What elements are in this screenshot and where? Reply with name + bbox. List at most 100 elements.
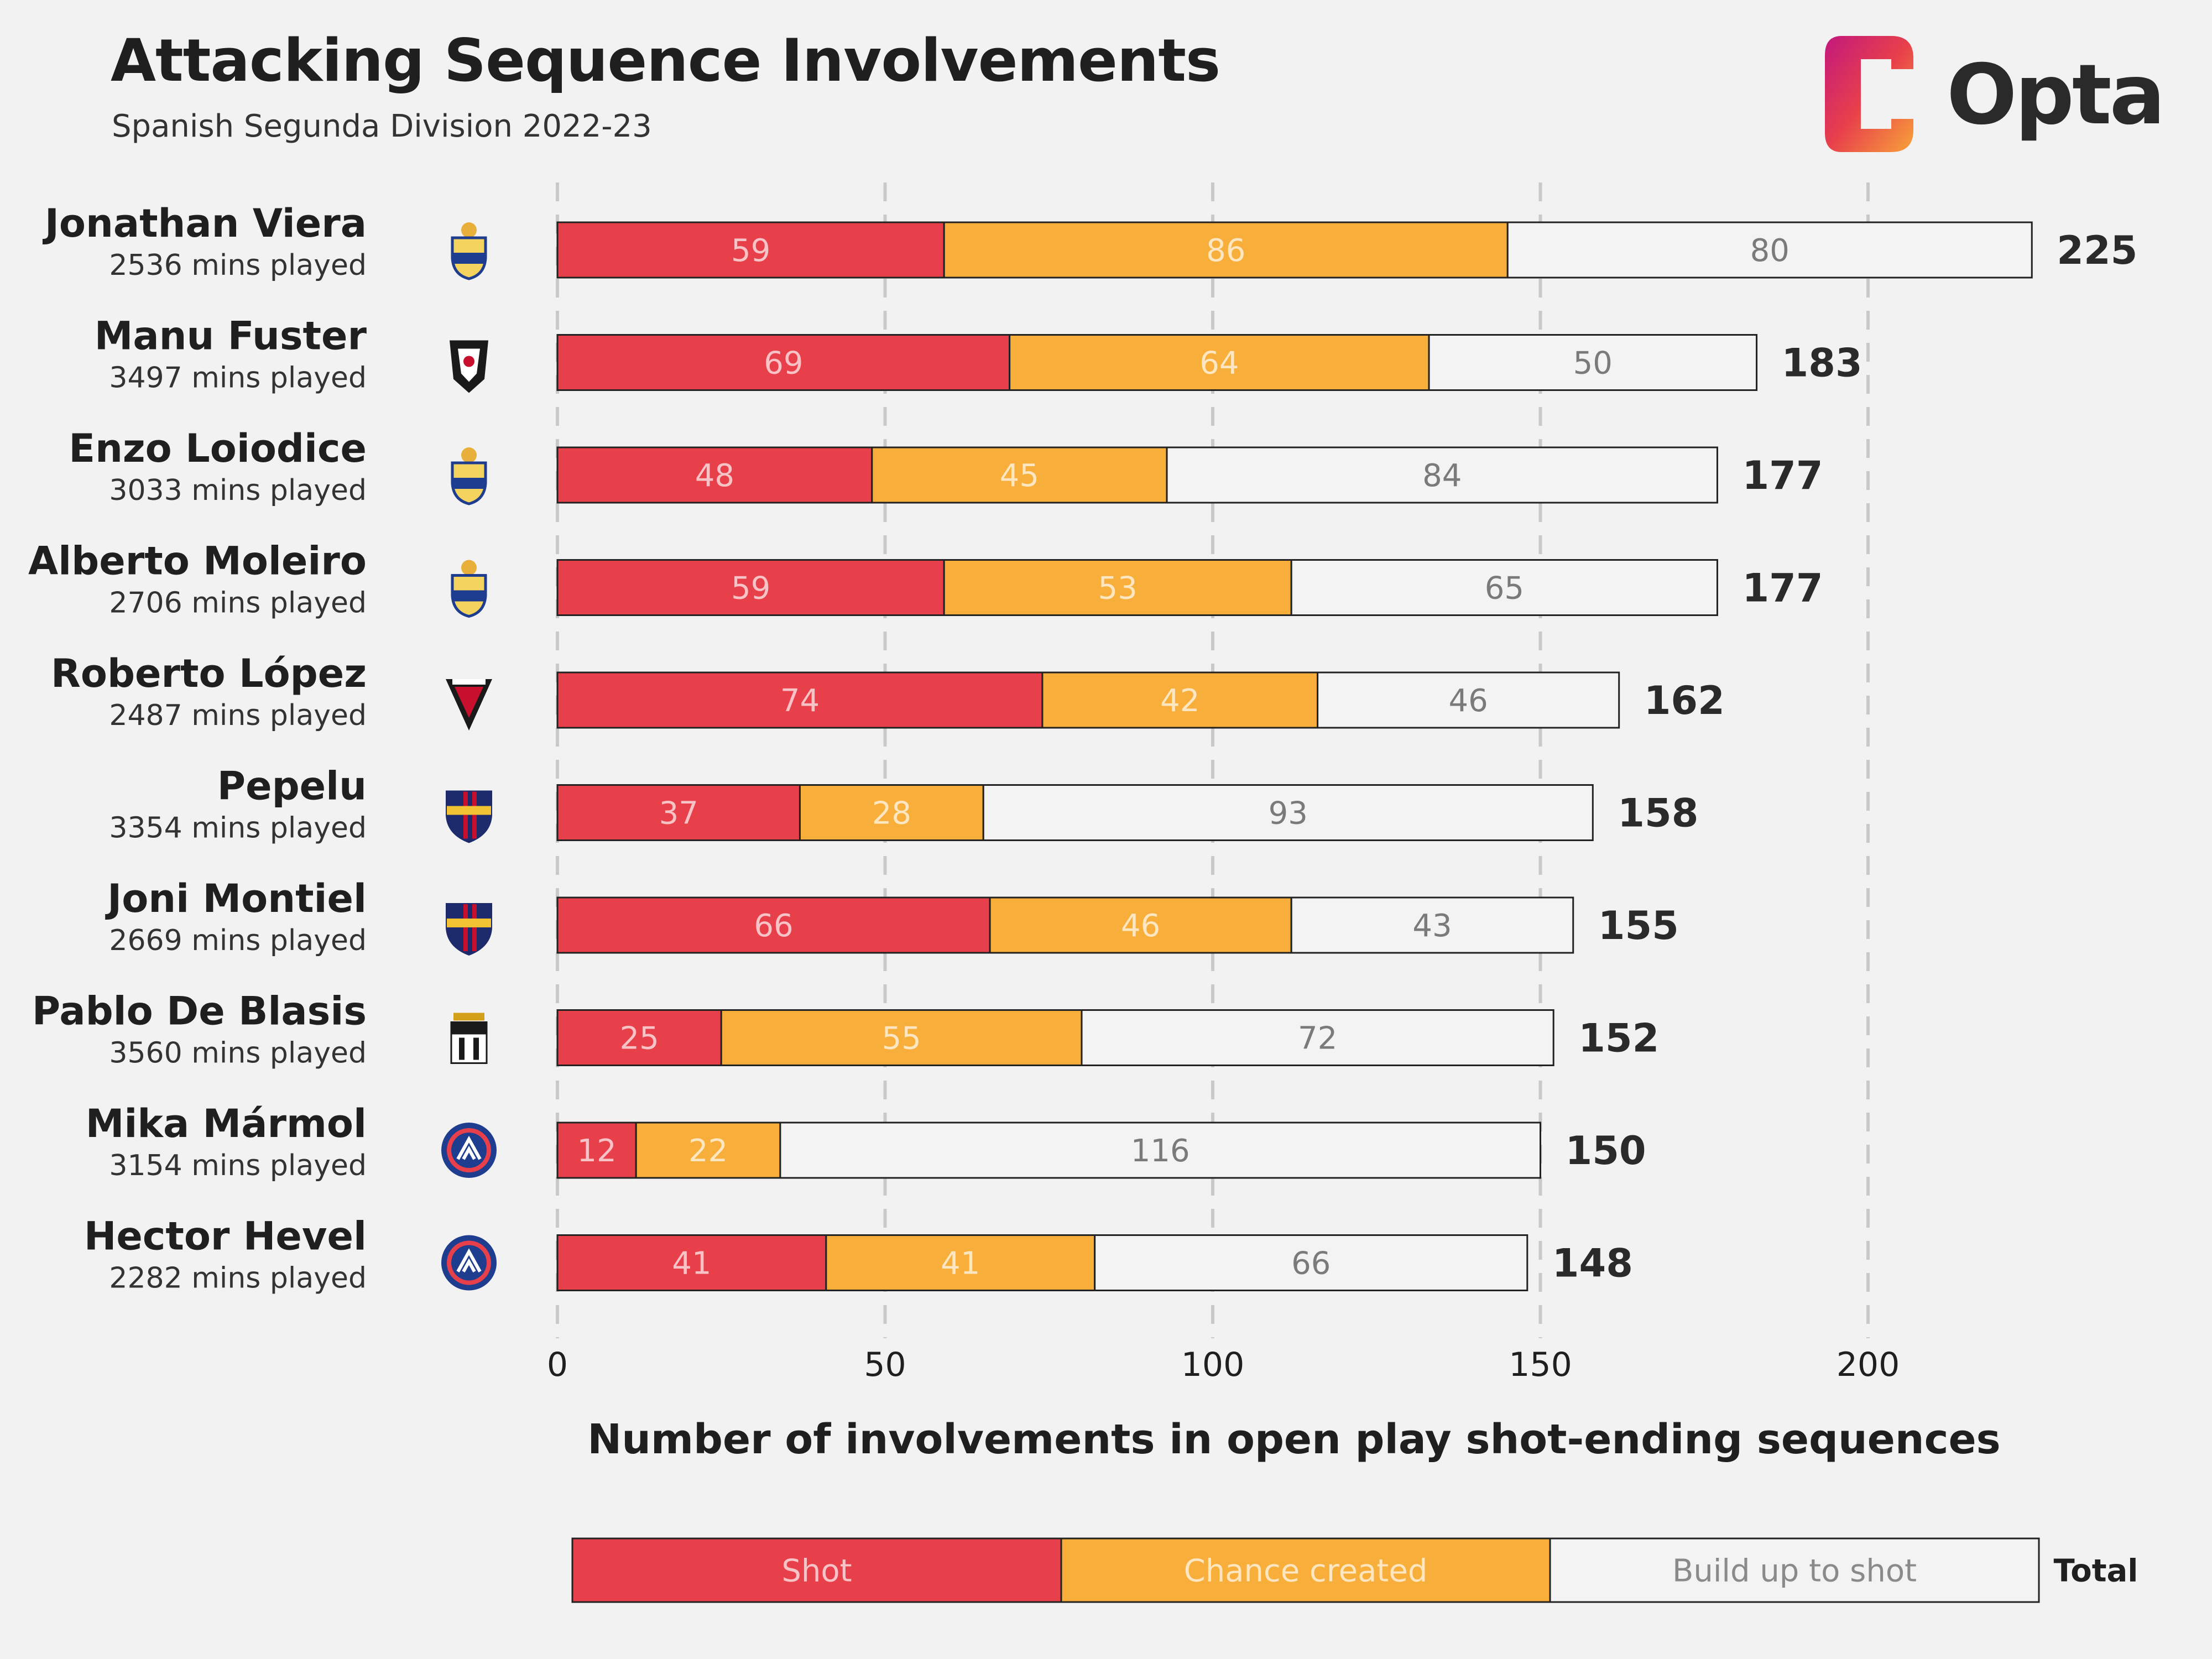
- bar-segment-build-up-to-shot: [982, 784, 1594, 841]
- x-axis-title: Number of involvements in open play shot…: [587, 1416, 2000, 1463]
- bar-segment-shot: [556, 221, 945, 279]
- bar-segment-build-up-to-shot: [1094, 1234, 1528, 1291]
- bar-value-label: 41: [672, 1246, 711, 1282]
- bar-total-label: 150: [1566, 1128, 1646, 1173]
- bar-value-label: 48: [695, 458, 734, 494]
- bar-segment-shot: [556, 1234, 827, 1291]
- player-minutes: 3033 mins played: [109, 474, 367, 507]
- player-name: Jonathan Viera: [43, 201, 367, 246]
- player-name: Roberto López: [51, 651, 367, 696]
- player-name: Mika Mármol: [86, 1101, 367, 1146]
- bar-segment-shot: [556, 334, 1011, 391]
- player-minutes: 2669 mins played: [109, 924, 367, 957]
- bar-value-label: 65: [1485, 571, 1524, 607]
- andorra-crest-icon: [441, 1123, 497, 1178]
- bar-value-label: 41: [941, 1246, 980, 1282]
- ud-las-palmas-crest-icon: [451, 447, 487, 505]
- bar-value-label: 45: [1000, 458, 1039, 494]
- ud-las-palmas-crest-icon: [451, 222, 487, 280]
- bar-value-label: 84: [1422, 458, 1462, 494]
- opta-logo: Opta: [1819, 30, 2166, 158]
- x-tick-label: 0: [547, 1345, 568, 1384]
- bar-value-label: 22: [688, 1133, 728, 1169]
- opta-mark-icon: [1825, 36, 1913, 152]
- bar-segment-build-up-to-shot: [1166, 446, 1718, 504]
- player-name: Pablo De Blasis: [32, 989, 367, 1034]
- player-name: Joni Montiel: [105, 876, 367, 921]
- player-minutes: 2282 mins played: [109, 1262, 367, 1295]
- bar-segment-chance-created: [1041, 671, 1319, 729]
- x-tick-label: 100: [1181, 1345, 1245, 1384]
- bar-value-label: 42: [1160, 683, 1199, 719]
- bar-value-label: 74: [780, 683, 820, 719]
- player-minutes: 3354 mins played: [109, 812, 367, 845]
- bar-segment-chance-created: [635, 1121, 781, 1179]
- opta-wordmark: Opta: [1947, 47, 2166, 143]
- player-name: Pepelu: [217, 764, 367, 809]
- player-minutes: 2536 mins played: [109, 249, 367, 282]
- bar-value-label: 46: [1449, 683, 1488, 719]
- bar-segment-build-up-to-shot: [779, 1121, 1541, 1179]
- bar-segment-build-up-to-shot: [1428, 334, 1758, 391]
- bar-value-label: 64: [1199, 346, 1239, 382]
- chart-title: Attacking Sequence Involvements: [111, 27, 1220, 95]
- x-tick-label: 200: [1837, 1345, 1900, 1384]
- x-axis: 0 50 100 150 200: [547, 1345, 1900, 1384]
- bar-value-label: 37: [659, 796, 698, 832]
- bar-segment-shot: [556, 1121, 637, 1179]
- bar-total-label: 152: [1578, 1016, 1659, 1061]
- x-tick-label: 50: [864, 1345, 906, 1384]
- bar-value-label: 86: [1206, 233, 1245, 269]
- legend-swatch-build-up-to-shot: [1549, 1537, 2040, 1603]
- bar-segment-chance-created: [799, 784, 984, 841]
- albacete-crest-icon: [450, 340, 488, 393]
- bar-total-label: 177: [1742, 453, 1823, 498]
- bar-value-label: 28: [872, 796, 911, 832]
- player-minutes: 3154 mins played: [109, 1149, 367, 1182]
- bar-value-label: 25: [619, 1021, 659, 1057]
- player-name: Enzo Loiodice: [69, 426, 367, 471]
- bar-segment-shot: [556, 671, 1044, 729]
- bar-segment-build-up-to-shot: [1290, 559, 1718, 616]
- bar-segment-chance-created: [871, 446, 1168, 504]
- bar-segment-build-up-to-shot: [1317, 671, 1620, 729]
- bar-segment-shot: [556, 1009, 722, 1066]
- bar-value-label: 12: [577, 1133, 616, 1169]
- bar-segment-chance-created: [989, 896, 1292, 954]
- bar-value-label: 66: [1291, 1246, 1331, 1282]
- bar-segment-build-up-to-shot: [1506, 221, 2033, 279]
- player-name: Alberto Moleiro: [28, 539, 367, 584]
- bar-total-label: 177: [1742, 566, 1823, 611]
- bar-total-label: 225: [2057, 228, 2137, 273]
- bar-segment-shot: [556, 784, 801, 841]
- bar-total-label: 162: [1644, 678, 1725, 723]
- legend-label: Build up to shot: [1672, 1553, 1917, 1589]
- legend: Shot Chance created Build up to shot Total: [571, 1537, 2138, 1603]
- mirandes-crest-icon: [446, 679, 492, 731]
- x-tick-label: 150: [1509, 1345, 1572, 1384]
- player-minutes: 3497 mins played: [109, 362, 367, 395]
- legend-label: Shot: [781, 1553, 852, 1589]
- bar-value-label: 46: [1121, 908, 1160, 944]
- bar-value-label: 66: [754, 908, 793, 944]
- bar-total-label: 155: [1598, 903, 1679, 948]
- bar-total-label: 158: [1618, 791, 1698, 836]
- bar-segment-build-up-to-shot: [1290, 896, 1574, 954]
- legend-swatch-chance-created: [1060, 1537, 1551, 1603]
- bar-segment-shot: [556, 559, 945, 616]
- bar-value-label: 43: [1412, 908, 1452, 944]
- player-name: Manu Fuster: [95, 314, 367, 359]
- bar-value-label: 116: [1131, 1133, 1190, 1169]
- bar-value-label: 59: [731, 571, 770, 607]
- bar-value-label: 53: [1098, 571, 1138, 607]
- ud-las-palmas-crest-icon: [451, 560, 487, 618]
- bar-segment-shot: [556, 896, 991, 954]
- bar-value-label: 80: [1750, 233, 1790, 269]
